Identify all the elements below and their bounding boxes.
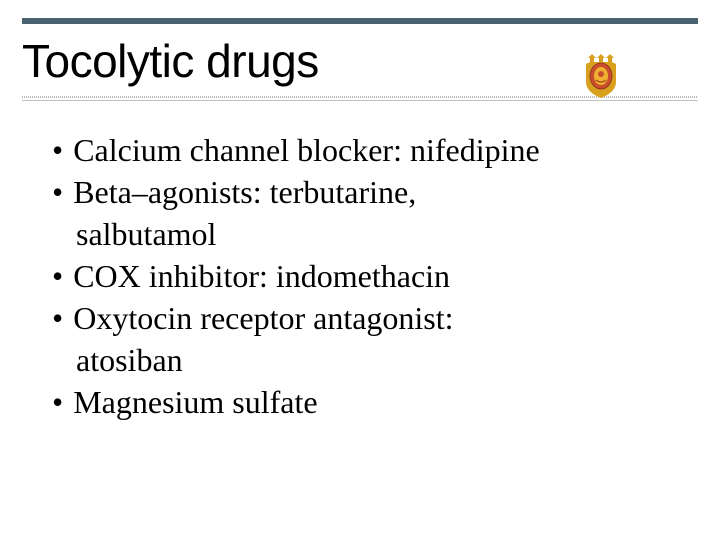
- list-item: • Calcium channel blocker: nifedipine: [52, 130, 660, 170]
- bullet-text: COX inhibitor: indomethacin: [73, 256, 450, 296]
- bullet-text: Magnesium sulfate: [73, 382, 317, 422]
- bullet-list: • Calcium channel blocker: nifedipine • …: [52, 130, 660, 424]
- list-item: • Oxytocin receptor antagonist:: [52, 298, 660, 338]
- university-emblem-icon: [582, 52, 620, 100]
- bullet-continuation: salbutamol: [76, 214, 660, 254]
- bullet-marker-icon: •: [52, 382, 63, 422]
- list-item: • Magnesium sulfate: [52, 382, 660, 422]
- title-underline-solid: [22, 100, 698, 101]
- bullet-continuation: atosiban: [76, 340, 660, 380]
- bullet-marker-icon: •: [52, 256, 63, 296]
- bullet-marker-icon: •: [52, 298, 63, 338]
- bullet-text: Calcium channel blocker: nifedipine: [73, 130, 540, 170]
- list-item: • Beta–agonists: terbutarine,: [52, 172, 660, 212]
- list-item: • COX inhibitor: indomethacin: [52, 256, 660, 296]
- bullet-text: Oxytocin receptor antagonist:: [73, 298, 453, 338]
- bullet-text: Beta–agonists: terbutarine,: [73, 172, 416, 212]
- bullet-marker-icon: •: [52, 130, 63, 170]
- bullet-marker-icon: •: [52, 172, 63, 212]
- slide-top-border: [22, 18, 698, 24]
